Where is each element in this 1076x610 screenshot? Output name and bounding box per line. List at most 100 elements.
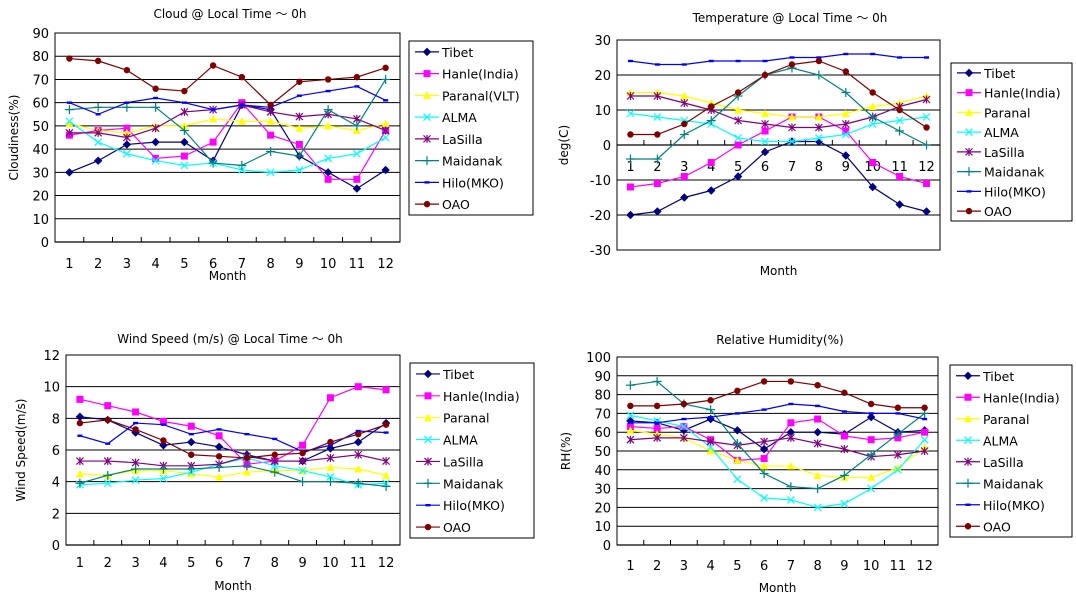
legend-marker-plus-icon xyxy=(423,478,433,488)
legend-marker-star-icon xyxy=(964,457,972,466)
data-point xyxy=(839,470,849,480)
y-axis-label: RH(%) xyxy=(559,432,573,470)
data-point xyxy=(762,59,768,63)
legend-label: Paranal xyxy=(443,411,490,426)
data-point xyxy=(299,441,307,449)
data-point xyxy=(653,92,662,100)
legend-marker-square-icon xyxy=(423,70,431,78)
data-point xyxy=(653,433,662,442)
data-point xyxy=(382,64,389,72)
data-point xyxy=(237,117,246,125)
data-point xyxy=(732,438,742,448)
legend-item: Hanle(India) xyxy=(957,86,1061,101)
data-point xyxy=(152,85,159,92)
legend-label: Hilo(MKO) xyxy=(443,498,505,513)
y-tick-label: -10 xyxy=(590,174,611,189)
data-point xyxy=(383,99,389,102)
data-point xyxy=(922,207,931,216)
x-tick-label: 7 xyxy=(243,556,251,571)
data-point xyxy=(104,416,111,424)
data-point xyxy=(813,439,822,448)
legend-item: Tibet xyxy=(956,369,1014,384)
data-point xyxy=(842,68,849,75)
legend-item: LaSilla xyxy=(956,455,1024,470)
data-point xyxy=(924,56,930,59)
data-point xyxy=(923,180,931,187)
y-tick-label: 70 xyxy=(594,407,611,422)
legend-label: Hanle(India) xyxy=(443,389,520,404)
data-point xyxy=(215,453,223,460)
data-point xyxy=(893,463,902,472)
data-point xyxy=(158,464,168,474)
data-point xyxy=(382,386,390,394)
data-point xyxy=(895,412,901,415)
data-point xyxy=(896,173,904,180)
legend-marker-triangle-icon xyxy=(423,91,431,99)
data-point xyxy=(627,131,634,138)
data-point xyxy=(895,126,905,136)
x-tick-label: 9 xyxy=(842,160,850,175)
legend-label: Paranal xyxy=(983,412,1030,427)
series-line xyxy=(630,116,927,188)
data-point xyxy=(920,435,929,444)
data-point xyxy=(209,62,217,69)
data-point xyxy=(627,59,633,63)
series-line xyxy=(630,403,925,424)
x-tick-label: 7 xyxy=(238,257,246,272)
legend-marker-plus-icon xyxy=(963,478,973,488)
data-point xyxy=(626,411,635,420)
data-point xyxy=(352,149,361,158)
legend-label: LaSilla xyxy=(442,132,483,147)
data-point xyxy=(159,441,168,450)
data-point xyxy=(735,59,741,63)
series-line xyxy=(630,380,925,490)
data-point xyxy=(66,101,72,104)
x-tick-label: 12 xyxy=(916,559,933,574)
data-point xyxy=(381,481,391,491)
y-tick-label: 100 xyxy=(586,351,611,366)
legend-item: Hanle(India) xyxy=(956,390,1060,405)
data-point xyxy=(733,456,742,464)
data-point xyxy=(267,131,275,139)
data-point xyxy=(382,457,391,466)
data-point xyxy=(324,121,333,130)
data-point xyxy=(815,404,821,408)
data-point xyxy=(131,464,141,474)
data-point xyxy=(922,140,932,150)
x-tick-label: 4 xyxy=(707,160,715,175)
y-tick-label: 10 xyxy=(32,213,49,228)
data-point xyxy=(180,137,189,147)
data-point xyxy=(921,428,929,436)
legend-label: ALMA xyxy=(442,110,477,125)
series-line xyxy=(69,79,387,166)
data-point xyxy=(706,116,716,125)
data-point xyxy=(707,159,715,166)
x-tick-label: 3 xyxy=(680,559,688,574)
data-point xyxy=(920,447,929,455)
data-point xyxy=(841,120,850,128)
data-point xyxy=(922,95,931,104)
x-tick-label: 9 xyxy=(295,257,303,272)
data-point xyxy=(761,408,767,411)
data-point xyxy=(325,477,335,487)
legend-label: Tibet xyxy=(442,367,474,382)
y-tick-label: 90 xyxy=(32,27,49,42)
data-point xyxy=(94,128,103,137)
y-tick-label: 80 xyxy=(32,50,49,65)
x-tick-label: 8 xyxy=(815,160,823,175)
series-line xyxy=(69,85,386,115)
legend-marker-plus-icon xyxy=(964,167,974,177)
data-point xyxy=(76,419,84,427)
legend-box xyxy=(408,40,534,216)
data-point xyxy=(679,130,689,139)
x-tick-label: 12 xyxy=(378,556,395,571)
data-point xyxy=(787,378,795,385)
data-point xyxy=(788,123,796,132)
legend-item: Hilo(MKO) xyxy=(415,175,504,190)
data-point xyxy=(866,450,876,460)
data-point xyxy=(75,469,84,478)
data-point xyxy=(813,484,823,494)
data-point xyxy=(210,108,216,111)
series-paranal-vlt xyxy=(65,114,390,137)
